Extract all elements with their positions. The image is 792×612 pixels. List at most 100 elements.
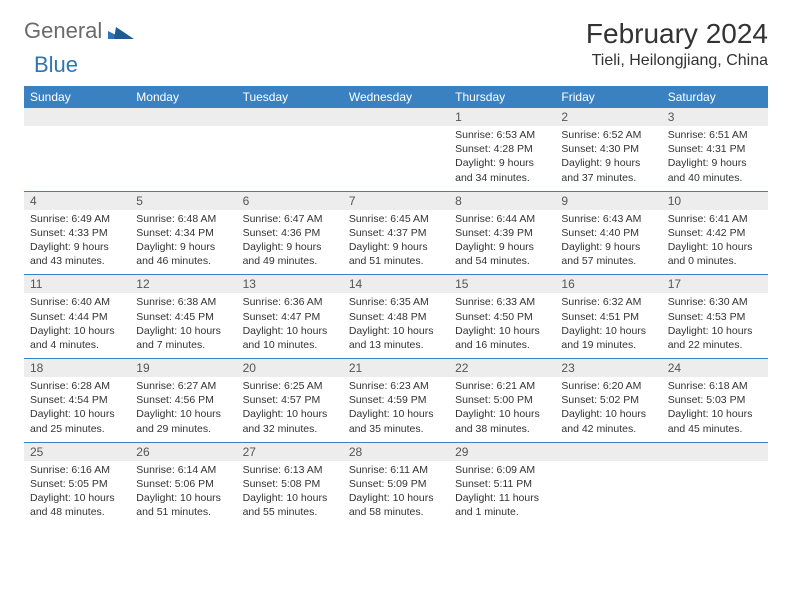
day-header: Monday [130, 86, 236, 108]
empty-day-data [130, 126, 236, 191]
sunrise-text: Sunrise: 6:23 AM [349, 379, 443, 393]
day-data: Sunrise: 6:18 AMSunset: 5:03 PMDaylight:… [662, 377, 768, 442]
empty-day-data [662, 461, 768, 526]
sunrise-text: Sunrise: 6:18 AM [668, 379, 762, 393]
daylight-text: Daylight: 11 hours and 1 minute. [455, 491, 549, 519]
day-number: 22 [449, 359, 555, 377]
day-number: 25 [24, 443, 130, 461]
day-header: Thursday [449, 86, 555, 108]
daylight-text: Daylight: 10 hours and 58 minutes. [349, 491, 443, 519]
day-data: Sunrise: 6:30 AMSunset: 4:53 PMDaylight:… [662, 293, 768, 358]
daylight-text: Daylight: 10 hours and 0 minutes. [668, 240, 762, 268]
day-data-row: Sunrise: 6:49 AMSunset: 4:33 PMDaylight:… [24, 210, 768, 275]
day-header-row: SundayMondayTuesdayWednesdayThursdayFrid… [24, 86, 768, 108]
day-data: Sunrise: 6:20 AMSunset: 5:02 PMDaylight:… [555, 377, 661, 442]
daylight-text: Daylight: 9 hours and 54 minutes. [455, 240, 549, 268]
day-data: Sunrise: 6:49 AMSunset: 4:33 PMDaylight:… [24, 210, 130, 275]
daylight-text: Daylight: 9 hours and 43 minutes. [30, 240, 124, 268]
day-data: Sunrise: 6:32 AMSunset: 4:51 PMDaylight:… [555, 293, 661, 358]
day-data: Sunrise: 6:21 AMSunset: 5:00 PMDaylight:… [449, 377, 555, 442]
sunrise-text: Sunrise: 6:53 AM [455, 128, 549, 142]
day-number-row: 45678910 [24, 192, 768, 210]
day-number: 11 [24, 275, 130, 293]
day-number: 15 [449, 275, 555, 293]
sunset-text: Sunset: 4:51 PM [561, 310, 655, 324]
sunset-text: Sunset: 5:05 PM [30, 477, 124, 491]
day-number: 14 [343, 275, 449, 293]
sunset-text: Sunset: 5:00 PM [455, 393, 549, 407]
day-data: Sunrise: 6:11 AMSunset: 5:09 PMDaylight:… [343, 461, 449, 526]
sunset-text: Sunset: 5:03 PM [668, 393, 762, 407]
day-header: Wednesday [343, 86, 449, 108]
sunrise-text: Sunrise: 6:28 AM [30, 379, 124, 393]
logo: General [24, 18, 136, 44]
calendar-body: 123Sunrise: 6:53 AMSunset: 4:28 PMDaylig… [24, 108, 768, 525]
sunset-text: Sunset: 4:40 PM [561, 226, 655, 240]
location-text: Tieli, Heilongjiang, China [586, 52, 768, 70]
sunrise-text: Sunrise: 6:40 AM [30, 295, 124, 309]
empty-day-data [24, 126, 130, 191]
day-number: 6 [237, 192, 343, 210]
logo-mark-icon [108, 21, 134, 44]
day-data-row: Sunrise: 6:40 AMSunset: 4:44 PM Daylight:… [24, 293, 768, 358]
day-data: Sunrise: 6:23 AMSunset: 4:59 PMDaylight:… [343, 377, 449, 442]
day-number: 1 [449, 108, 555, 126]
sunrise-text: Sunrise: 6:13 AM [243, 463, 337, 477]
sunset-text: Sunset: 4:50 PM [455, 310, 549, 324]
month-title: February 2024 [586, 18, 768, 50]
day-data: Sunrise: 6:28 AMSunset: 4:54 PMDaylight:… [24, 377, 130, 442]
day-number-row: 2526272829 [24, 443, 768, 461]
day-number: 9 [555, 192, 661, 210]
daylight-text: Daylight: 9 hours and 34 minutes. [455, 156, 549, 184]
daylight-text: Daylight: 9 hours and 46 minutes. [136, 240, 230, 268]
day-number: 7 [343, 192, 449, 210]
sunset-text: Sunset: 4:57 PM [243, 393, 337, 407]
daylight-text: Daylight: 10 hours and 7 minutes. [136, 324, 230, 352]
day-number: 26 [130, 443, 236, 461]
sunset-text: Sunset: 4:31 PM [668, 142, 762, 156]
day-number-row: 123 [24, 108, 768, 126]
day-header: Friday [555, 86, 661, 108]
sunset-text: Sunset: 4:39 PM [455, 226, 549, 240]
day-data: Sunrise: 6:51 AMSunset: 4:31 PMDaylight:… [662, 126, 768, 191]
day-number: 21 [343, 359, 449, 377]
sunset-text: Sunset: 5:06 PM [136, 477, 230, 491]
sunrise-text: Sunrise: 6:33 AM [455, 295, 549, 309]
sunrise-text: Sunrise: 6:45 AM [349, 212, 443, 226]
sunrise-text: Sunrise: 6:16 AM [30, 463, 124, 477]
daylight-text: Daylight: 9 hours and 37 minutes. [561, 156, 655, 184]
day-data: Sunrise: 6:38 AMSunset: 4:45 PMDaylight:… [130, 293, 236, 358]
day-data: Sunrise: 6:16 AMSunset: 5:05 PMDaylight:… [24, 461, 130, 526]
logo-text-general: General [24, 18, 102, 44]
sunrise-text: Sunrise: 6:49 AM [30, 212, 124, 226]
sunrise-text: Sunrise: 6:48 AM [136, 212, 230, 226]
sunrise-text: Sunrise: 6:41 AM [668, 212, 762, 226]
empty-day-number [24, 108, 130, 126]
daylight-text: Daylight: 10 hours and 13 minutes. [349, 324, 443, 352]
empty-day-data [237, 126, 343, 191]
day-number: 19 [130, 359, 236, 377]
day-data: Sunrise: 6:45 AMSunset: 4:37 PMDaylight:… [343, 210, 449, 275]
day-data-row: Sunrise: 6:28 AMSunset: 4:54 PMDaylight:… [24, 377, 768, 442]
empty-day-number [343, 108, 449, 126]
title-block: February 2024 Tieli, Heilongjiang, China [586, 18, 768, 70]
logo-text-blue: Blue [34, 52, 78, 77]
daylight-text: Daylight: 10 hours and 45 minutes. [668, 407, 762, 435]
sunset-text: Sunset: 4:53 PM [668, 310, 762, 324]
sunset-text: Sunset: 4:44 PM [30, 310, 124, 324]
day-data: Sunrise: 6:53 AMSunset: 4:28 PMDaylight:… [449, 126, 555, 191]
daylight-text: Daylight: 9 hours and 49 minutes. [243, 240, 337, 268]
sunset-text: Sunset: 5:11 PM [455, 477, 549, 491]
day-number: 27 [237, 443, 343, 461]
empty-day-number [555, 443, 661, 461]
sunrise-text: Sunrise: 6:52 AM [561, 128, 655, 142]
day-number-row: 18192021222324 [24, 359, 768, 377]
sunset-text: Sunset: 4:56 PM [136, 393, 230, 407]
daylight-text: Daylight: 10 hours and 42 minutes. [561, 407, 655, 435]
day-number: 17 [662, 275, 768, 293]
day-data: Sunrise: 6:41 AMSunset: 4:42 PMDaylight:… [662, 210, 768, 275]
day-number: 12 [130, 275, 236, 293]
sunset-text: Sunset: 4:48 PM [349, 310, 443, 324]
daylight-text: Daylight: 10 hours and 22 minutes. [668, 324, 762, 352]
calendar-table: SundayMondayTuesdayWednesdayThursdayFrid… [24, 86, 768, 525]
